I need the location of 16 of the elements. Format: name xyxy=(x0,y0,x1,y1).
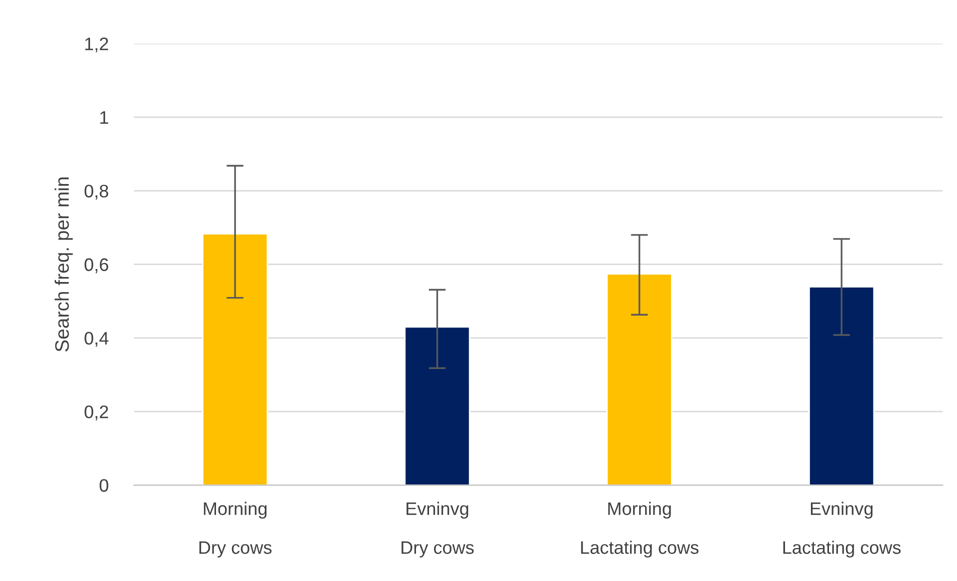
y-tick-label: 0,2 xyxy=(84,405,108,420)
bar xyxy=(808,286,875,486)
category-label: Morning Lactating cows xyxy=(581,502,698,558)
category-label: Morning Dry cows xyxy=(199,502,272,558)
bar xyxy=(606,273,672,486)
category-label: Evninvg Dry cows xyxy=(402,502,474,558)
bar xyxy=(404,326,470,486)
y-axis-title: Search freq. per min xyxy=(54,178,73,352)
y-tick-label: 1 xyxy=(100,111,108,124)
bar xyxy=(202,233,268,486)
y-tick-label: 1,2 xyxy=(85,38,108,52)
y-tick-label: 0,8 xyxy=(84,184,108,200)
y-tick-label: 0,6 xyxy=(84,258,108,274)
y-tick-label: 0,4 xyxy=(84,332,108,347)
category-label: Evninvg Lactating cows xyxy=(783,502,901,558)
y-tick-label: 0 xyxy=(100,479,108,492)
